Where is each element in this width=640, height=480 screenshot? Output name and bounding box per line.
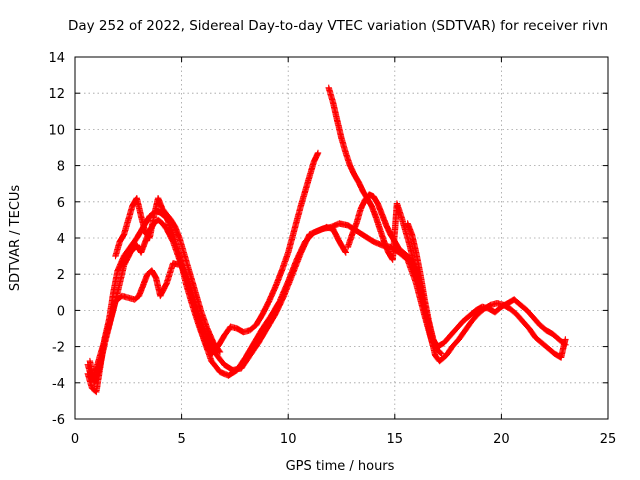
data-point-markers xyxy=(112,195,224,356)
y-tick-label: 12 xyxy=(48,87,65,102)
y-tick-label: 14 xyxy=(48,51,65,66)
y-tick-label: 0 xyxy=(57,304,65,319)
y-tick-label: 10 xyxy=(48,123,65,138)
series-track-3 xyxy=(86,216,437,386)
x-tick-label: 15 xyxy=(387,432,404,447)
data-point-markers xyxy=(86,216,437,386)
x-tick-label: 5 xyxy=(177,432,185,447)
chart-title: Day 252 of 2022, Sidereal Day-to-day VTE… xyxy=(68,18,608,34)
y-tick-label: -2 xyxy=(52,341,65,356)
y-axis-title: SDTVAR / TECUs xyxy=(8,185,23,292)
data-point-markers xyxy=(404,220,445,357)
y-tick-label: 2 xyxy=(57,268,65,283)
y-tick-label: 4 xyxy=(57,232,65,247)
y-tick-label: 8 xyxy=(57,160,65,175)
x-tick-label: 10 xyxy=(280,432,297,447)
x-tick-label: 20 xyxy=(493,432,510,447)
series-track-4 xyxy=(112,195,224,356)
series-track-7 xyxy=(404,220,445,357)
y-tick-label: -6 xyxy=(52,413,65,428)
x-tick-label: 0 xyxy=(71,432,79,447)
y-tick-label: 6 xyxy=(57,196,65,211)
x-tick-label: 25 xyxy=(600,432,617,447)
data-points xyxy=(84,84,569,396)
x-axis-title: GPS time / hours xyxy=(286,459,395,474)
y-tick-label: -4 xyxy=(52,377,65,392)
axis-ticks: 0 5 10 15 20 25 -6 -4 -2 0 2 4 6 8 10 12 14 xyxy=(48,51,616,447)
